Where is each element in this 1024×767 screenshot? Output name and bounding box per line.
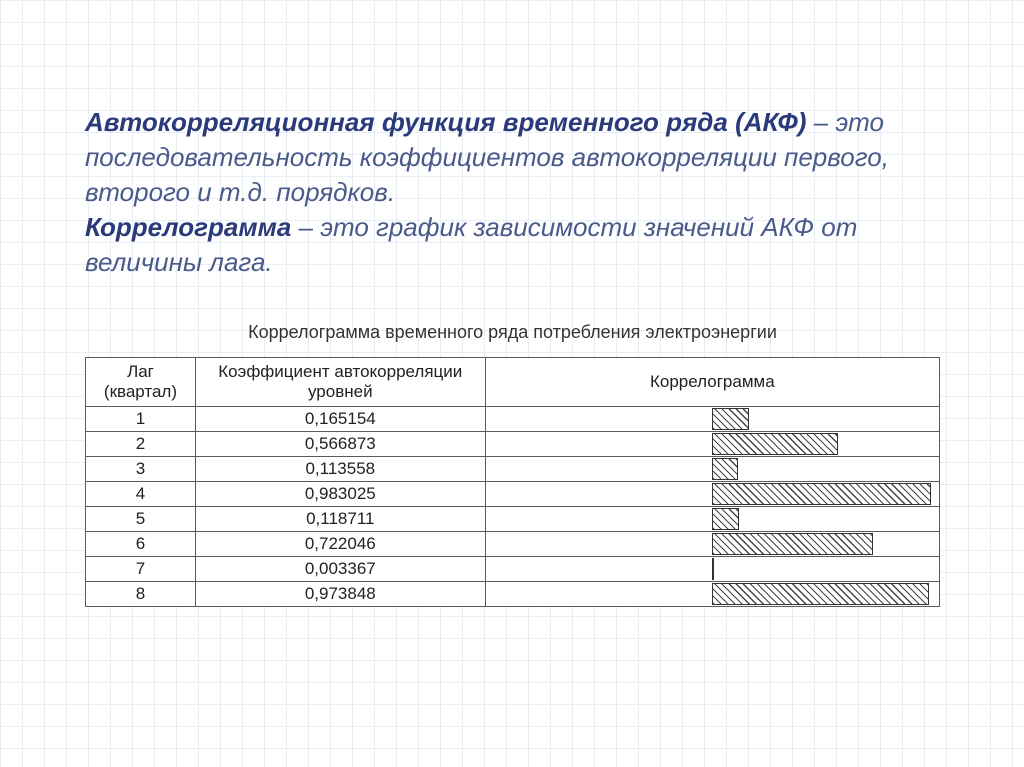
table-row: 10,165154 bbox=[86, 407, 940, 432]
correlogram-bar bbox=[712, 558, 714, 580]
cell-coef: 0,113558 bbox=[195, 457, 485, 482]
cell-coef: 0,566873 bbox=[195, 432, 485, 457]
cell-bar bbox=[485, 507, 939, 532]
cell-coef: 0,003367 bbox=[195, 557, 485, 582]
table-row: 80,973848 bbox=[86, 582, 940, 607]
cell-lag: 4 bbox=[86, 482, 196, 507]
table-header-row: Лаг (квартал) Коэффициент автокорреляции… bbox=[86, 358, 940, 407]
term-akf: Автокорреляционная функция временного ря… bbox=[85, 107, 806, 137]
table-row: 60,722046 bbox=[86, 532, 940, 557]
correlogram-bar bbox=[712, 483, 930, 505]
cell-coef: 0,973848 bbox=[195, 582, 485, 607]
cell-coef: 0,118711 bbox=[195, 507, 485, 532]
correlogram-bar bbox=[712, 533, 872, 555]
cell-bar bbox=[485, 582, 939, 607]
cell-lag: 7 bbox=[86, 557, 196, 582]
cell-bar bbox=[485, 557, 939, 582]
table-caption: Коррелограмма временного ряда потреблени… bbox=[85, 322, 940, 343]
cell-coef: 0,722046 bbox=[195, 532, 485, 557]
definition-paragraph: Автокорреляционная функция временного ря… bbox=[85, 105, 940, 280]
correlogram-bar bbox=[712, 458, 737, 480]
table-row: 20,566873 bbox=[86, 432, 940, 457]
table-row: 50,118711 bbox=[86, 507, 940, 532]
cell-lag: 6 bbox=[86, 532, 196, 557]
cell-lag: 1 bbox=[86, 407, 196, 432]
cell-coef: 0,165154 bbox=[195, 407, 485, 432]
table-row: 40,983025 bbox=[86, 482, 940, 507]
cell-bar bbox=[485, 407, 939, 432]
correlogram-bar bbox=[712, 583, 928, 605]
cell-lag: 2 bbox=[86, 432, 196, 457]
correlogram-bar bbox=[712, 508, 738, 530]
term-correlogram: Коррелограмма bbox=[85, 212, 291, 242]
table-row: 70,003367 bbox=[86, 557, 940, 582]
col-header-corr: Коррелограмма bbox=[485, 358, 939, 407]
table-row: 30,113558 bbox=[86, 457, 940, 482]
slide-content: Автокорреляционная функция временного ря… bbox=[85, 105, 940, 607]
col-header-lag: Лаг (квартал) bbox=[86, 358, 196, 407]
cell-bar bbox=[485, 457, 939, 482]
cell-lag: 5 bbox=[86, 507, 196, 532]
cell-bar bbox=[485, 432, 939, 457]
cell-coef: 0,983025 bbox=[195, 482, 485, 507]
correlogram-table: Лаг (квартал) Коэффициент автокорреляции… bbox=[85, 357, 940, 607]
cell-lag: 8 bbox=[86, 582, 196, 607]
cell-lag: 3 bbox=[86, 457, 196, 482]
cell-bar bbox=[485, 482, 939, 507]
correlogram-bar bbox=[712, 433, 838, 455]
col-header-coef: Коэффициент автокорреляции уровней bbox=[195, 358, 485, 407]
table-body: 10,16515420,56687330,11355840,98302550,1… bbox=[86, 407, 940, 607]
cell-bar bbox=[485, 532, 939, 557]
correlogram-bar bbox=[712, 408, 749, 430]
